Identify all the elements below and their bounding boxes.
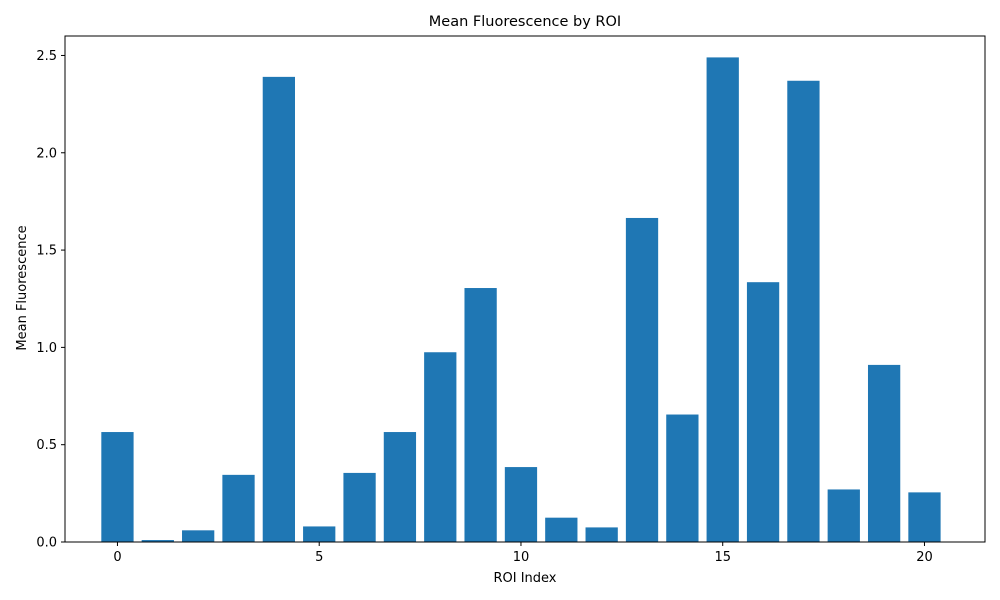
bar-roi-14 [666,414,699,542]
bar-roi-4 [262,76,295,542]
bar-roi-18 [827,489,860,542]
bar-roi-5 [303,526,336,542]
y-tick-label: 1.5 [36,244,57,259]
bar-roi-13 [625,217,659,542]
bar-roi-19 [867,364,901,542]
bar-roi-2 [182,530,215,542]
x-tick-label: 5 [315,550,323,565]
chart-title: Mean Fluorescence by ROI [429,14,621,30]
bar-roi-10 [504,467,538,542]
y-axis-label: Mean Fluorescence [15,225,30,350]
plot-frame [64,35,986,543]
x-tick-label: 0 [113,550,121,565]
bar-roi-3 [222,474,255,542]
bar-roi-12 [585,527,618,542]
bar-roi-11 [545,517,578,542]
bar-roi-15 [706,57,739,543]
x-tick-label: 10 [513,550,530,565]
x-axis-label: ROI Index [493,571,556,586]
bar-roi-1 [141,540,174,542]
bar-roi-16 [746,282,780,542]
bar-roi-7 [383,432,417,542]
bar-roi-0 [101,432,134,542]
y-axis-ticks: 0.0 0.5 1.0 1.5 2.0 2.5 [36,49,65,551]
bar-roi-8 [424,352,457,542]
bar-roi-17 [787,80,820,542]
y-tick-label: 0.0 [36,536,57,551]
bar-roi-20 [908,492,941,542]
y-tick-label: 2.0 [36,146,57,161]
bar-roi-9 [464,288,497,542]
y-tick-label: 2.5 [36,49,57,64]
bars-group [101,57,941,543]
x-axis-ticks: 0 5 10 15 20 [113,542,933,565]
y-tick-label: 1.0 [36,341,57,356]
y-tick-label: 0.5 [36,438,57,453]
x-tick-label: 15 [714,550,731,565]
bar-roi-6 [343,472,376,542]
x-tick-label: 20 [916,550,933,565]
